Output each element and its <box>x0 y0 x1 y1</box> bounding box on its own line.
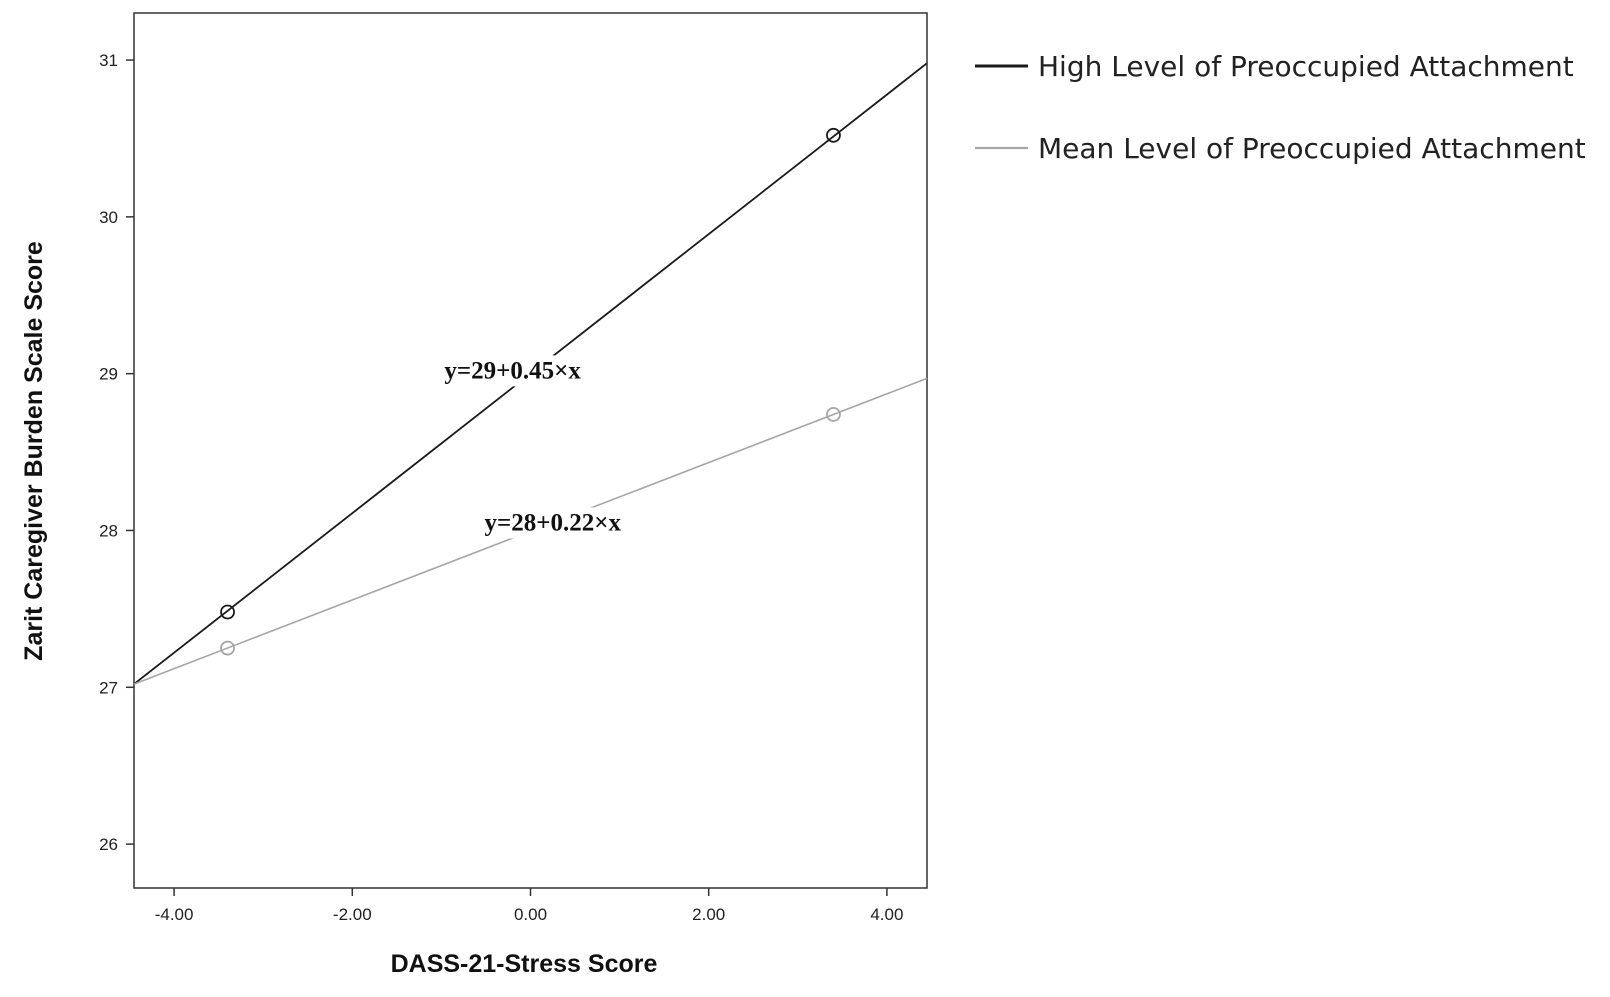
x-tick-label: -2.00 <box>333 905 372 924</box>
equation-label-1: y=29+0.45×x <box>444 357 581 384</box>
equation-labels: y=29+0.45×x y=28+0.22×x <box>438 355 628 539</box>
x-tick-label: 2.00 <box>692 905 725 924</box>
series-2-point <box>220 640 235 656</box>
y-tick-label: 31 <box>99 51 118 70</box>
y-tick-label: 29 <box>99 365 118 384</box>
y-tick-label: 28 <box>99 521 118 540</box>
legend-label-1: High Level of Preoccupied Attachment <box>1038 50 1574 83</box>
x-axis: -4.00 -2.00 0.00 2.00 4.00 <box>155 888 903 924</box>
series-1-point <box>220 604 235 620</box>
y-axis-title: Zarit Caregiver Burden Scale Score <box>20 241 48 661</box>
series-2-point <box>826 407 841 422</box>
plot-frame <box>133 12 928 889</box>
x-tick-label: -4.00 <box>155 905 194 924</box>
x-tick-label: 4.00 <box>870 905 903 924</box>
legend: High Level of Preoccupied Attachment Mean… <box>975 50 1586 165</box>
series-points <box>220 127 841 656</box>
y-tick-label: 30 <box>99 208 118 227</box>
y-tick-label: 26 <box>99 835 118 854</box>
equation-label-2: y=28+0.22×x <box>485 509 622 536</box>
x-axis-title: DASS-21-Stress Score <box>391 950 658 978</box>
series-1-point <box>826 127 841 143</box>
x-tick-label: 0.00 <box>514 905 547 924</box>
equation-label-background <box>478 507 628 539</box>
y-axis: 26 27 28 29 30 31 <box>99 51 134 854</box>
legend-label-2: Mean Level of Preoccupied Attachment <box>1038 132 1586 165</box>
y-tick-label: 27 <box>99 678 118 697</box>
equation-label-background <box>438 355 588 387</box>
